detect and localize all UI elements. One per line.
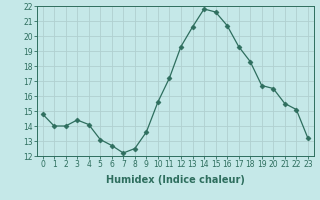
X-axis label: Humidex (Indice chaleur): Humidex (Indice chaleur): [106, 175, 244, 185]
